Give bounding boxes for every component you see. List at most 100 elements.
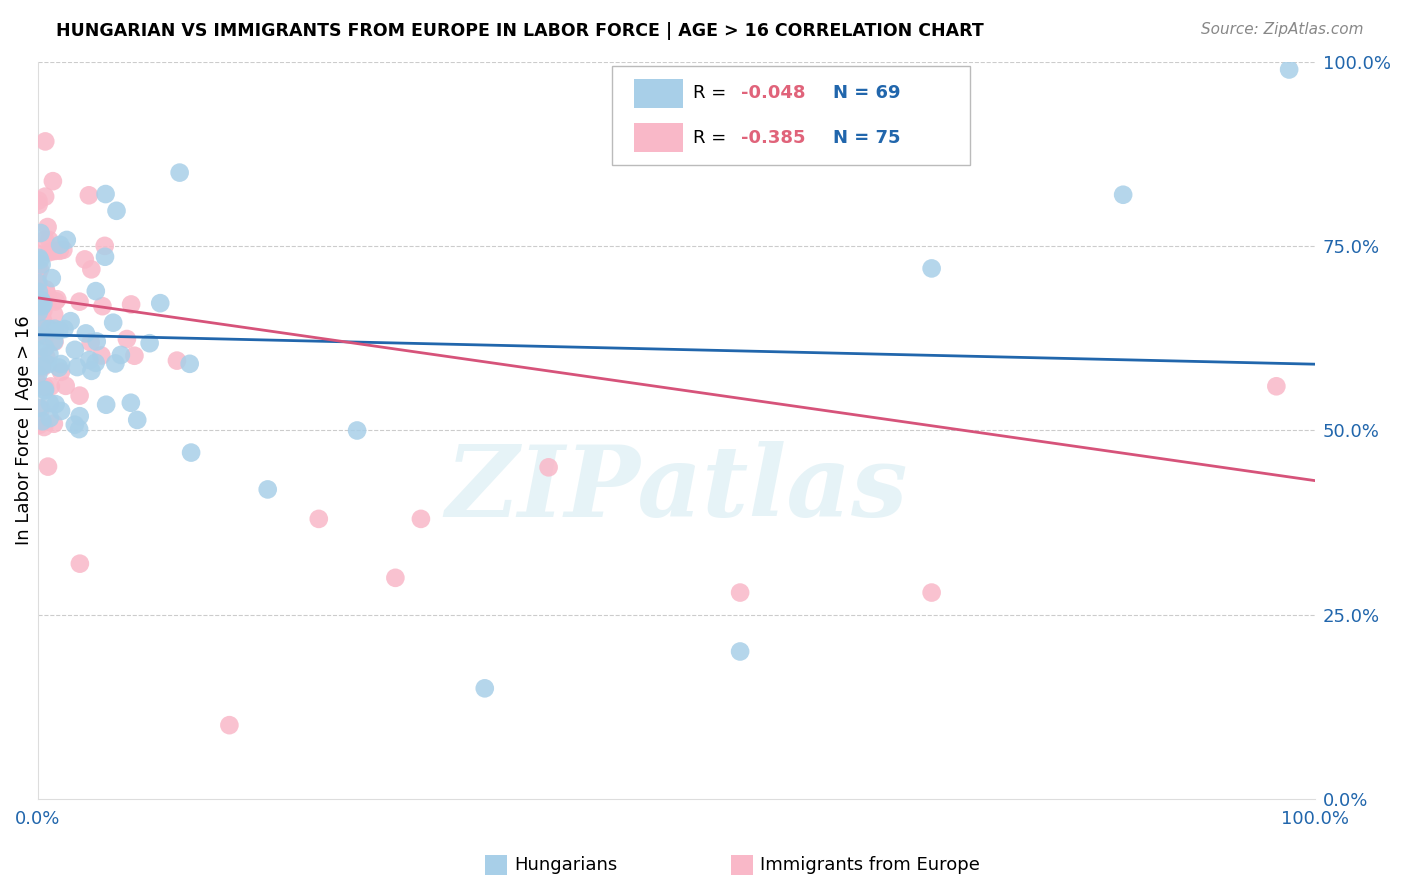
Point	[169, 166, 191, 180]
Text: R =: R =	[693, 128, 733, 146]
Point	[37, 293, 59, 307]
Point	[27, 276, 49, 290]
Point	[59, 314, 82, 328]
Point	[120, 297, 142, 311]
Point	[79, 335, 101, 350]
Text: HUNGARIAN VS IMMIGRANTS FROM EUROPE IN LABOR FORCE | AGE > 16 CORRELATION CHART: HUNGARIAN VS IMMIGRANTS FROM EUROPE IN L…	[56, 22, 984, 40]
Point	[46, 293, 69, 307]
Point	[127, 413, 149, 427]
Point	[38, 347, 60, 361]
Point	[45, 294, 67, 309]
Point	[90, 349, 112, 363]
Point	[124, 349, 146, 363]
Point	[42, 174, 65, 188]
Point	[537, 460, 560, 475]
Point	[38, 322, 60, 336]
Point	[49, 365, 72, 379]
Text: Immigrants from Europe: Immigrants from Europe	[759, 856, 980, 874]
Point	[52, 243, 75, 257]
Point	[38, 233, 60, 247]
Point	[93, 239, 115, 253]
Point	[149, 296, 172, 310]
Point	[48, 323, 70, 337]
Point	[31, 359, 53, 373]
Point	[94, 398, 117, 412]
Point	[27, 247, 49, 261]
Point	[39, 379, 62, 393]
Point	[35, 285, 58, 300]
Point	[27, 268, 49, 282]
Point	[105, 203, 128, 218]
Point	[384, 571, 406, 585]
Text: R =: R =	[693, 85, 733, 103]
Point	[138, 336, 160, 351]
Point	[69, 409, 91, 424]
Point	[44, 244, 66, 258]
Point	[35, 350, 58, 364]
Point	[34, 293, 56, 307]
Y-axis label: In Labor Force | Age > 16: In Labor Force | Age > 16	[15, 316, 32, 545]
Point	[34, 383, 56, 397]
Text: Hungarians: Hungarians	[513, 856, 617, 874]
Point	[34, 189, 56, 203]
Point	[409, 512, 432, 526]
Point	[55, 233, 77, 247]
Text: Source: ZipAtlas.com: Source: ZipAtlas.com	[1201, 22, 1364, 37]
Point	[256, 483, 278, 497]
Point	[28, 251, 51, 265]
Point	[27, 301, 49, 315]
Point	[37, 357, 59, 371]
Point	[44, 322, 66, 336]
Point	[34, 329, 56, 343]
Point	[75, 326, 97, 341]
Text: N = 69: N = 69	[834, 85, 901, 103]
Point	[728, 644, 751, 658]
Point	[49, 357, 72, 371]
Point	[28, 252, 51, 267]
Point	[30, 226, 52, 240]
Point	[80, 364, 103, 378]
Point	[37, 220, 59, 235]
Point	[35, 282, 58, 296]
Point	[28, 317, 51, 331]
Point	[1265, 379, 1288, 393]
Point	[44, 334, 66, 349]
Point	[84, 284, 107, 298]
Point	[37, 459, 59, 474]
Point	[30, 401, 52, 416]
FancyBboxPatch shape	[613, 66, 970, 165]
Point	[67, 422, 90, 436]
Point	[63, 343, 86, 357]
Point	[94, 187, 117, 202]
Text: ZIPatlas: ZIPatlas	[446, 442, 907, 538]
Point	[104, 356, 127, 370]
FancyBboxPatch shape	[634, 78, 683, 108]
Point	[180, 445, 202, 459]
Point	[27, 194, 49, 208]
Point	[38, 411, 60, 425]
Point	[27, 376, 49, 391]
Point	[166, 353, 188, 368]
Point	[69, 389, 91, 403]
Point	[84, 356, 107, 370]
Point	[32, 321, 55, 335]
Point	[49, 237, 72, 252]
Point	[120, 396, 142, 410]
Point	[28, 343, 51, 358]
Point	[1278, 62, 1301, 77]
Point	[27, 279, 49, 293]
Point	[32, 313, 55, 327]
Point	[921, 261, 943, 276]
Point	[32, 297, 55, 311]
Point	[28, 315, 51, 329]
Point	[28, 285, 51, 299]
Point	[63, 417, 86, 432]
Point	[44, 308, 66, 322]
Point	[69, 294, 91, 309]
Point	[28, 417, 51, 432]
Point	[31, 360, 53, 375]
Point	[42, 334, 65, 349]
Point	[49, 404, 72, 418]
Point	[31, 299, 53, 313]
Point	[48, 360, 70, 375]
